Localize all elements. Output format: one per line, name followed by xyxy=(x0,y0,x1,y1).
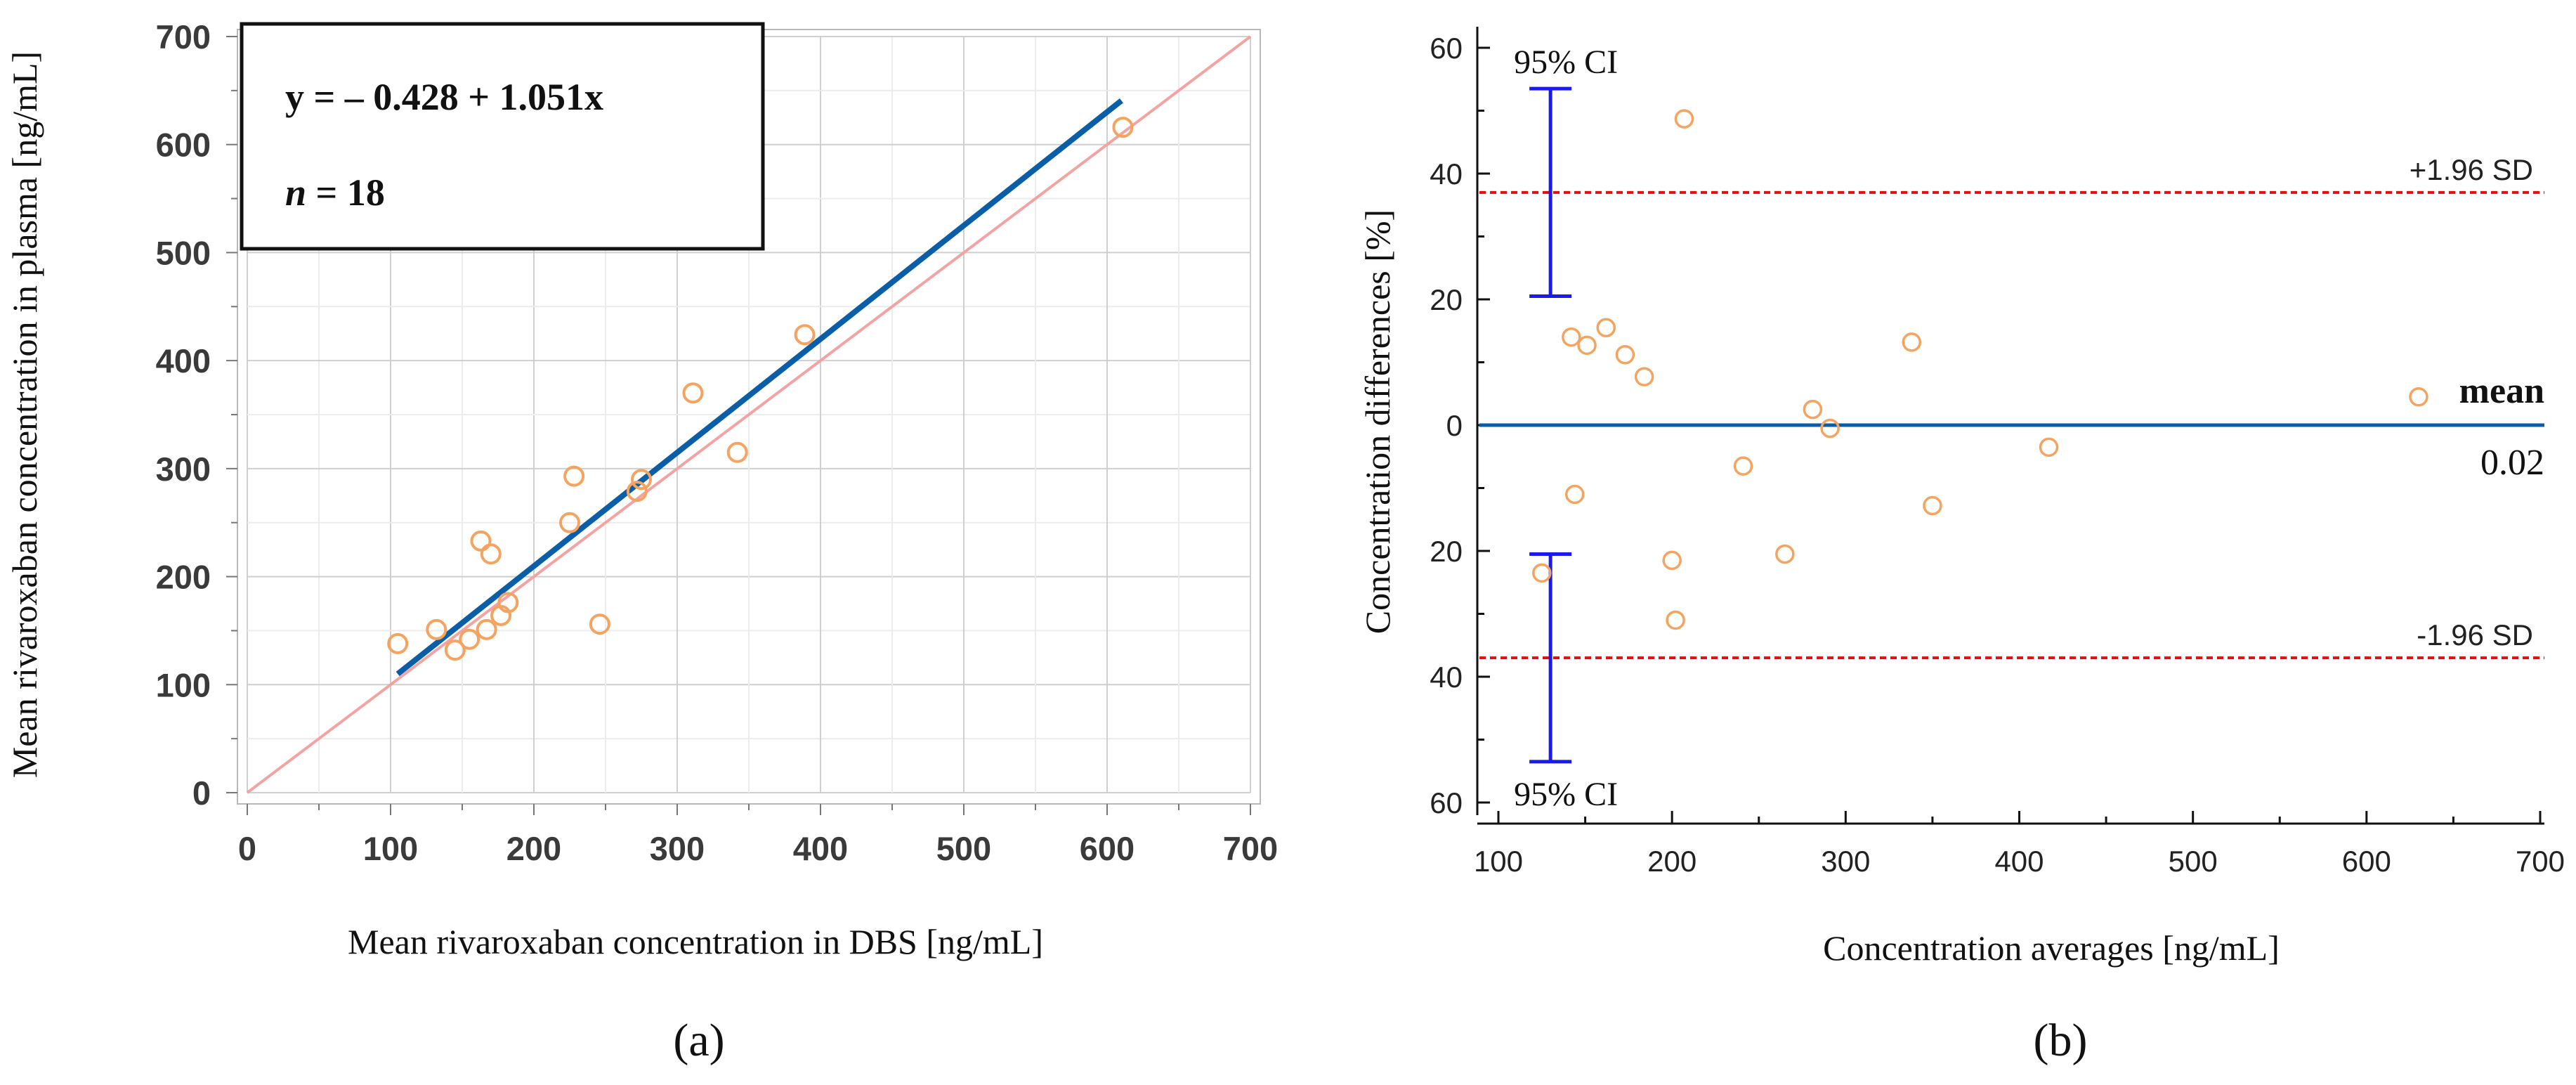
y-tick-label: 700 xyxy=(156,18,211,56)
panel-a: 0 100 200 300 400 500 600 700 0 100 200 300 400 500 60… xyxy=(5,18,1278,1066)
data-point xyxy=(589,613,610,635)
data-point xyxy=(1577,335,1597,356)
annotation-box xyxy=(240,22,765,251)
mean-label: mean xyxy=(2459,371,2544,411)
data-point xyxy=(1562,327,1581,347)
sample-size-value: = 18 xyxy=(306,171,385,214)
sample-size: n = 18 xyxy=(285,171,385,214)
data-point xyxy=(726,441,748,463)
x-tick-label: 100 xyxy=(1474,845,1523,878)
data-point xyxy=(1615,345,1635,365)
data-point xyxy=(1775,544,1795,564)
x-tick-label: 500 xyxy=(2169,845,2218,878)
data-point xyxy=(1803,399,1823,420)
y-tick-label: 60 xyxy=(1430,32,1463,65)
data-point xyxy=(476,618,497,640)
data-point xyxy=(387,632,409,654)
data-point xyxy=(459,628,480,650)
data-point xyxy=(563,465,585,487)
data-point xyxy=(682,382,704,404)
y-tick-label: 0 xyxy=(1446,409,1463,442)
data-point xyxy=(1112,117,1134,138)
data-point xyxy=(1662,550,1682,571)
ci-upper-label: 95% CI xyxy=(1514,44,1618,81)
lower-limit-line-label: -1.96 SD xyxy=(2417,618,2533,651)
data-point xyxy=(2039,437,2059,457)
regression-line xyxy=(395,98,1123,677)
y-tick-label: 40 xyxy=(1430,661,1463,694)
x-tick-label: 500 xyxy=(936,830,991,867)
data-point xyxy=(2409,386,2428,407)
data-point xyxy=(1733,456,1753,476)
y-tick-label: 400 xyxy=(156,342,211,379)
identity-line xyxy=(246,35,1252,794)
data-point xyxy=(1565,484,1585,505)
data-point xyxy=(426,618,447,640)
y-tick-label: 100 xyxy=(156,666,211,703)
y-tick-label: 500 xyxy=(156,234,211,271)
regression-equation: y = – 0.428 + 1.051x xyxy=(285,76,603,118)
data-point xyxy=(631,469,652,490)
panel-a-gridlines xyxy=(247,36,1251,793)
x-tick-label: 400 xyxy=(793,830,848,867)
data-point xyxy=(1634,367,1654,386)
data-point xyxy=(444,639,466,661)
panel-a-axes: 0 100 200 300 400 500 600 700 0 100 200 300 400 500 60… xyxy=(156,18,1279,867)
y-axis-title: Mean rivaroxaban concentration in plasma… xyxy=(5,51,44,778)
panel-label-b: (b) xyxy=(2034,1015,2088,1066)
y-tick-label: 20 xyxy=(1430,535,1463,568)
y-tick-label: 300 xyxy=(156,450,211,488)
x-tick-label: 100 xyxy=(363,830,418,867)
mean-value-label: 0.02 xyxy=(2480,443,2544,483)
data-point xyxy=(1596,318,1616,338)
panel-b: 100 200 300 400 500 600 7006040200204060+1.96 … xyxy=(1358,27,2565,1066)
y-tick-label: 0 xyxy=(192,774,211,812)
x-tick-label: 600 xyxy=(2342,845,2391,878)
data-point xyxy=(1820,418,1840,438)
data-point xyxy=(1666,610,1685,630)
data-point xyxy=(470,530,492,552)
x-tick-label: 300 xyxy=(650,830,705,867)
x-tick-label: 400 xyxy=(1994,845,2044,878)
y-tick-label: 200 xyxy=(156,559,211,596)
sample-size-symbol: n xyxy=(285,171,306,214)
data-point xyxy=(1532,563,1552,583)
x-tick-label: 700 xyxy=(1223,830,1278,867)
x-tick-label: 600 xyxy=(1080,830,1135,867)
data-point xyxy=(1923,495,1942,516)
x-axis-title: Concentration averages [ng/mL] xyxy=(1823,928,2280,968)
y-tick-label: 600 xyxy=(156,126,211,164)
data-point xyxy=(626,481,648,502)
y-tick-label: 40 xyxy=(1430,157,1463,190)
x-axis-title: Mean rivaroxaban concentration in DBS [n… xyxy=(348,922,1043,961)
panel-label-a: (a) xyxy=(673,1015,724,1066)
data-point xyxy=(497,592,519,613)
upper-limit-line-label: +1.96 SD xyxy=(2410,153,2533,186)
data-point xyxy=(480,543,502,565)
x-tick-label: 200 xyxy=(506,830,561,867)
x-tick-label: 300 xyxy=(1821,845,1870,878)
x-tick-label: 200 xyxy=(1647,845,1696,878)
y-tick-label: 20 xyxy=(1430,283,1463,316)
y-axis-title: Concentration differences [%] xyxy=(1358,209,1397,634)
data-point xyxy=(1674,109,1694,129)
data-point xyxy=(794,324,816,346)
y-tick-label: 60 xyxy=(1430,786,1463,819)
data-point xyxy=(1902,332,1922,352)
x-tick-label: 700 xyxy=(2516,845,2565,878)
x-tick-label: 0 xyxy=(238,830,256,867)
data-point xyxy=(559,512,580,533)
ci-lower-label: 95% CI xyxy=(1514,776,1618,813)
